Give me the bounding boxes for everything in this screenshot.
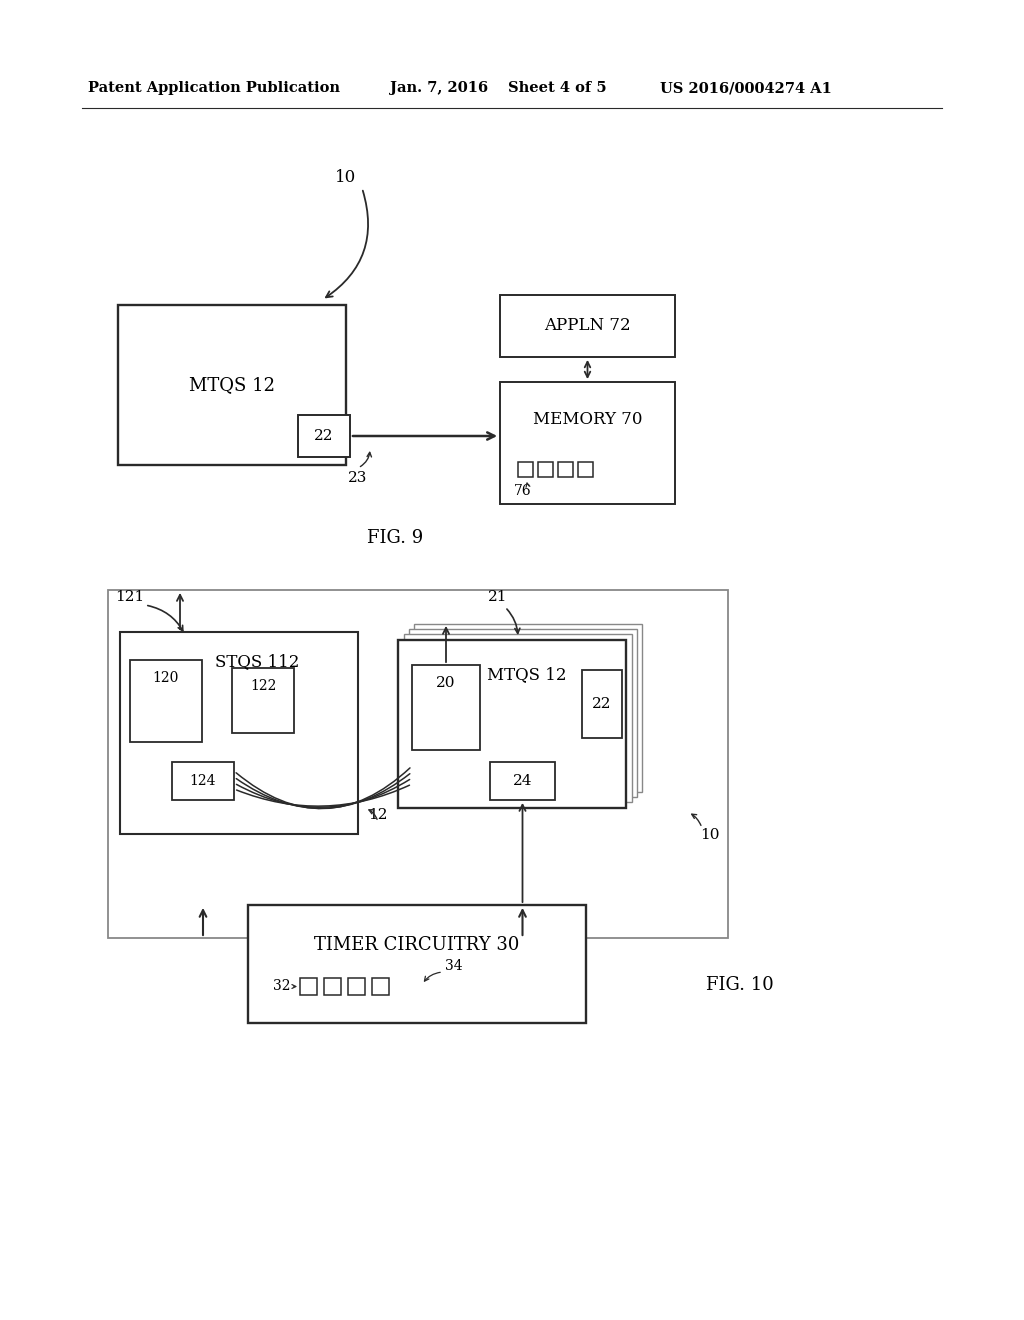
- Bar: [500, 381, 675, 504]
- FancyArrowPatch shape: [200, 909, 206, 936]
- Bar: [412, 665, 480, 750]
- Bar: [490, 762, 555, 800]
- Text: STQS 112: STQS 112: [215, 653, 299, 671]
- Bar: [130, 660, 202, 742]
- Bar: [398, 640, 626, 808]
- Text: APPLN 72: APPLN 72: [544, 318, 631, 334]
- Bar: [324, 978, 341, 995]
- Text: 76: 76: [514, 484, 531, 498]
- FancyArrowPatch shape: [692, 814, 701, 825]
- Text: MEMORY 70: MEMORY 70: [532, 412, 642, 429]
- Bar: [118, 305, 346, 465]
- Bar: [409, 630, 637, 797]
- Text: Patent Application Publication: Patent Application Publication: [88, 81, 340, 95]
- Text: 34: 34: [445, 960, 463, 973]
- Bar: [538, 462, 553, 477]
- Text: 22: 22: [592, 697, 611, 711]
- FancyArrowPatch shape: [177, 595, 183, 630]
- Text: FIG. 9: FIG. 9: [367, 529, 423, 546]
- FancyArrowPatch shape: [147, 606, 183, 631]
- Text: MTQS 12: MTQS 12: [487, 667, 566, 684]
- Bar: [578, 462, 593, 477]
- Bar: [108, 590, 728, 939]
- FancyArrowPatch shape: [369, 810, 377, 820]
- Text: 12: 12: [368, 808, 387, 822]
- Text: FIG. 10: FIG. 10: [707, 975, 774, 994]
- Bar: [582, 671, 622, 738]
- Bar: [300, 978, 317, 995]
- Bar: [558, 462, 573, 477]
- Text: TIMER CIRCUITRY 30: TIMER CIRCUITRY 30: [314, 936, 520, 954]
- FancyArrowPatch shape: [326, 190, 368, 297]
- Bar: [372, 978, 389, 995]
- Text: 10: 10: [700, 828, 720, 842]
- Bar: [248, 906, 586, 1023]
- Bar: [500, 294, 675, 356]
- FancyArrowPatch shape: [585, 362, 590, 378]
- FancyArrowPatch shape: [507, 609, 520, 634]
- FancyArrowPatch shape: [237, 780, 410, 808]
- Text: Jan. 7, 2016: Jan. 7, 2016: [390, 81, 488, 95]
- FancyArrowPatch shape: [526, 483, 529, 487]
- Bar: [404, 634, 632, 803]
- FancyArrowPatch shape: [292, 985, 296, 989]
- Text: 121: 121: [115, 590, 144, 605]
- Bar: [172, 762, 234, 800]
- Bar: [298, 414, 350, 457]
- Text: Sheet 4 of 5: Sheet 4 of 5: [508, 81, 606, 95]
- FancyArrowPatch shape: [353, 433, 495, 440]
- FancyArrowPatch shape: [425, 973, 440, 981]
- Text: MTQS 12: MTQS 12: [189, 376, 275, 393]
- FancyArrowPatch shape: [237, 768, 410, 809]
- Text: 20: 20: [436, 676, 456, 690]
- FancyArrowPatch shape: [360, 453, 372, 466]
- Text: 23: 23: [348, 471, 368, 484]
- Bar: [232, 668, 294, 733]
- Text: 124: 124: [189, 774, 216, 788]
- Text: 24: 24: [513, 774, 532, 788]
- Text: 122: 122: [250, 678, 276, 693]
- Text: 120: 120: [153, 671, 179, 685]
- FancyArrowPatch shape: [237, 785, 410, 807]
- Bar: [348, 978, 365, 995]
- Text: 10: 10: [335, 169, 356, 186]
- Text: 22: 22: [314, 429, 334, 444]
- Bar: [518, 462, 534, 477]
- Bar: [414, 624, 642, 792]
- FancyArrowPatch shape: [237, 774, 410, 808]
- Text: 32: 32: [273, 979, 291, 994]
- FancyArrowPatch shape: [519, 909, 526, 936]
- FancyArrowPatch shape: [519, 805, 525, 903]
- Bar: [120, 632, 358, 834]
- FancyArrowPatch shape: [443, 628, 450, 663]
- Text: US 2016/0004274 A1: US 2016/0004274 A1: [660, 81, 831, 95]
- Text: 21: 21: [488, 590, 508, 605]
